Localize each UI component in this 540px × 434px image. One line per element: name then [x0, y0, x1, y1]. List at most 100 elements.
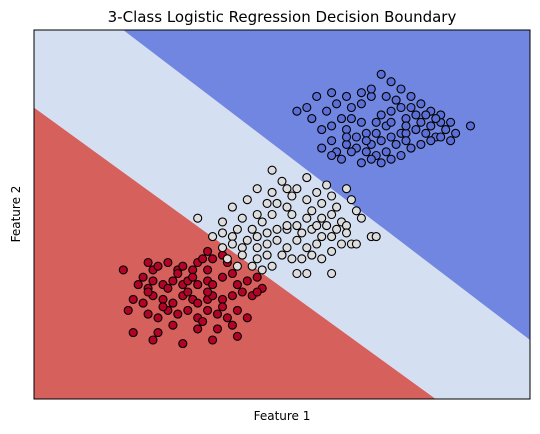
point-class-0 [222, 313, 232, 323]
point-class-1 [252, 232, 262, 242]
point-class-1 [312, 221, 322, 231]
point-class-0 [203, 305, 213, 315]
point-class-1 [341, 184, 352, 194]
point-class-0 [242, 313, 252, 323]
point-class-1 [292, 221, 302, 231]
point-class-1 [302, 243, 312, 253]
point-class-1 [193, 213, 203, 223]
point-class-1 [302, 213, 312, 223]
point-class-0 [168, 298, 178, 308]
point-class-1 [267, 261, 277, 271]
point-class-0 [227, 268, 237, 279]
point-class-1 [302, 173, 312, 183]
y-axis-label: Feature 2 [9, 186, 23, 243]
point-class-0 [173, 309, 183, 319]
point-class-0 [138, 272, 148, 282]
point-class-1 [262, 239, 272, 249]
point-class-1 [351, 206, 361, 216]
point-class-1 [272, 198, 282, 208]
point-class-1 [317, 254, 327, 264]
point-class-1 [227, 202, 237, 212]
point-class-1 [282, 243, 292, 253]
point-class-0 [128, 294, 138, 304]
point-class-0 [193, 280, 203, 290]
point-class-1 [297, 228, 307, 238]
point-class-2 [366, 84, 376, 94]
point-class-1 [217, 243, 228, 253]
point-class-0 [212, 324, 223, 334]
point-class-2 [376, 158, 386, 168]
point-class-2 [307, 114, 317, 124]
point-class-2 [421, 110, 431, 120]
point-class-2 [381, 91, 391, 101]
point-class-1 [332, 202, 342, 212]
point-class-1 [327, 268, 337, 279]
point-class-1 [346, 195, 356, 205]
point-class-0 [208, 335, 218, 345]
point-class-2 [401, 121, 411, 131]
point-class-0 [148, 276, 158, 286]
point-class-2 [376, 110, 386, 120]
point-class-0 [217, 294, 228, 304]
point-class-0 [237, 287, 247, 297]
point-class-0 [193, 298, 203, 308]
point-class-1 [262, 250, 272, 260]
point-class-1 [292, 268, 302, 279]
point-class-2 [322, 106, 332, 116]
point-class-1 [252, 243, 262, 253]
point-class-0 [173, 268, 183, 279]
point-class-1 [356, 213, 366, 223]
point-class-2 [356, 88, 366, 98]
point-class-1 [336, 239, 347, 249]
point-class-1 [287, 254, 297, 264]
point-class-0 [252, 272, 262, 282]
point-class-2 [396, 84, 406, 94]
point-class-1 [282, 221, 292, 231]
point-class-2 [401, 128, 411, 138]
point-class-0 [153, 261, 163, 271]
point-class-2 [416, 117, 426, 127]
point-class-0 [193, 324, 203, 334]
point-class-1 [237, 213, 247, 223]
point-class-2 [446, 136, 456, 146]
point-class-2 [361, 136, 371, 146]
point-class-1 [247, 261, 257, 271]
point-class-1 [267, 165, 277, 175]
point-class-1 [327, 209, 337, 220]
point-class-2 [292, 106, 302, 116]
point-class-0 [143, 257, 153, 268]
point-class-0 [183, 305, 193, 315]
point-class-1 [341, 228, 352, 238]
point-class-0 [168, 276, 178, 286]
point-class-1 [252, 254, 262, 264]
point-class-0 [203, 246, 213, 256]
point-class-0 [227, 320, 237, 330]
x-axis-label: Feature 1 [254, 409, 311, 423]
point-class-2 [356, 99, 366, 109]
point-class-2 [351, 132, 361, 142]
point-class-1 [277, 176, 287, 186]
point-class-2 [406, 91, 416, 101]
point-class-1 [208, 232, 218, 242]
point-class-2 [396, 102, 406, 113]
point-class-1 [252, 184, 262, 194]
point-class-1 [322, 221, 332, 231]
point-class-2 [406, 143, 416, 153]
point-class-1 [327, 246, 337, 256]
point-class-1 [232, 261, 242, 271]
point-class-2 [336, 154, 347, 164]
point-class-1 [227, 239, 237, 249]
point-class-0 [242, 276, 252, 286]
point-class-2 [426, 121, 436, 131]
point-class-0 [143, 309, 153, 319]
point-class-2 [401, 136, 411, 146]
point-class-2 [386, 132, 396, 142]
point-class-0 [153, 328, 163, 338]
point-class-0 [217, 272, 228, 282]
point-class-0 [138, 298, 148, 308]
point-class-2 [376, 136, 386, 146]
point-class-2 [406, 102, 416, 113]
point-class-1 [307, 206, 317, 216]
point-class-0 [227, 291, 237, 301]
